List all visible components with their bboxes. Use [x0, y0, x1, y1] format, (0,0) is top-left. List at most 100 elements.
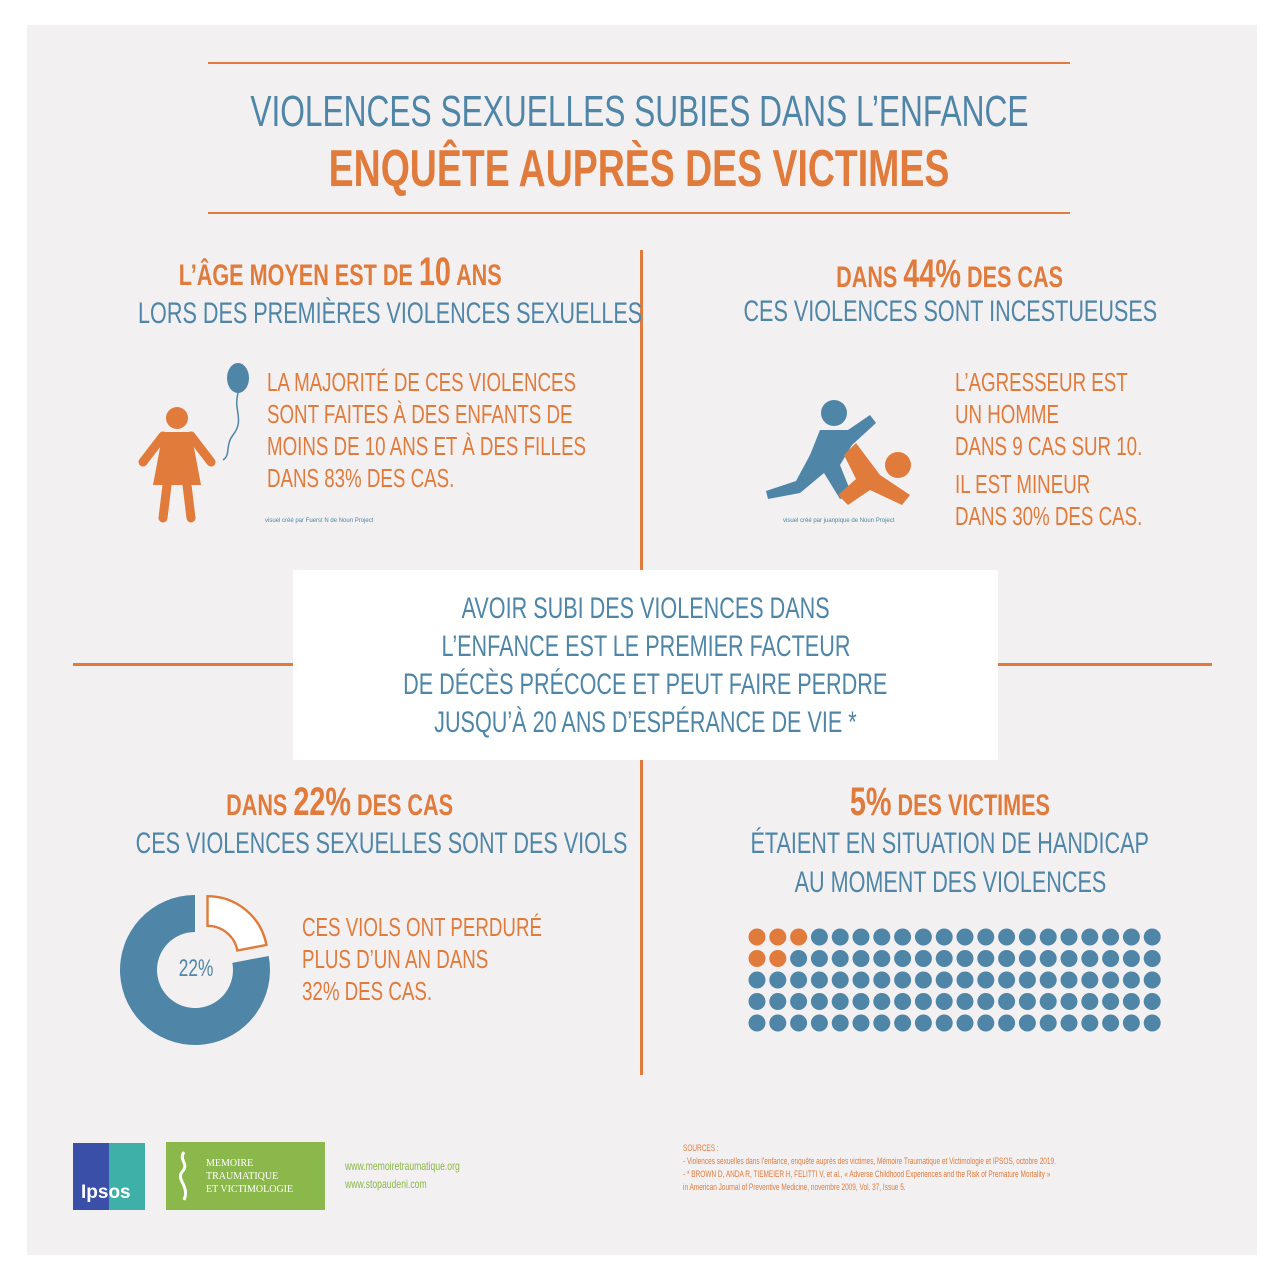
mtv-logo: MEMOIRE TRAUMATIQUE ET VICTIMOLOGIE — [166, 1142, 325, 1210]
dot — [977, 928, 995, 946]
dot — [977, 950, 995, 967]
dot — [914, 928, 932, 946]
dot — [873, 1014, 891, 1032]
dot — [935, 971, 953, 989]
center-callout — [293, 570, 998, 760]
dot — [894, 950, 912, 967]
dot — [894, 928, 912, 946]
q3-body: CES VIOLS ONT PERDURÉ PLUS D’UN AN DANS … — [302, 912, 542, 1006]
dot — [852, 928, 870, 946]
dot — [1122, 928, 1140, 946]
link-stopaudeni[interactable]: www.stopaudeni.com — [345, 1177, 427, 1191]
q1-body: LA MAJORITÉ DE CES VIOLENCES SONT FAITES… — [267, 367, 587, 493]
q2-subheading: CES VIOLENCES SONT INCESTUEUSES — [743, 295, 1157, 328]
dot — [894, 971, 912, 989]
dot — [1081, 928, 1099, 946]
q1-heading: L’ÂGE MOYEN EST DE 10 ANS — [178, 250, 502, 294]
dot — [1122, 950, 1140, 967]
divider — [640, 250, 643, 570]
dot — [1081, 1014, 1099, 1032]
dot — [790, 971, 808, 989]
dot-highlighted — [769, 950, 787, 967]
dot — [998, 950, 1016, 967]
sources: SOURCES : - Violences sexuelles dans l’e… — [683, 1143, 1056, 1192]
dot — [852, 971, 870, 989]
dot — [790, 993, 808, 1010]
q4-subheading: ÉTAIENT EN SITUATION DE HANDICAP — [750, 827, 1150, 860]
dot — [998, 993, 1016, 1010]
dot — [894, 1014, 912, 1032]
divider — [208, 62, 1070, 64]
dot-highlighted — [748, 928, 766, 946]
dot — [1143, 950, 1161, 967]
dot — [1143, 993, 1161, 1010]
dot — [1060, 1014, 1078, 1032]
q4-heading: 5% DES VICTIMES — [849, 780, 1051, 824]
dot — [1039, 950, 1057, 967]
dot — [769, 1014, 787, 1032]
dot — [1143, 1014, 1161, 1032]
dot — [810, 928, 828, 946]
dot — [914, 993, 932, 1010]
divider — [73, 663, 293, 666]
dot — [1102, 928, 1120, 946]
dot — [1039, 928, 1057, 946]
dot — [831, 971, 849, 989]
dot — [831, 993, 849, 1010]
dot — [852, 993, 870, 1010]
q3-heading: DANS 22% DES CAS — [226, 780, 454, 824]
dot — [956, 928, 974, 946]
icon-credit: visuel créé par Fuerst N de Noun Project — [265, 518, 374, 524]
donut-slice-rest — [120, 895, 270, 1045]
dot — [1081, 971, 1099, 989]
dot — [1018, 928, 1036, 946]
dot — [977, 971, 995, 989]
dot — [956, 1014, 974, 1032]
dot — [1039, 993, 1057, 1010]
dot — [1060, 928, 1078, 946]
dot — [769, 971, 787, 989]
dot — [1060, 950, 1078, 967]
link-memoiretraumatique[interactable]: www.memoiretraumatique.org — [345, 1159, 460, 1173]
dot — [852, 950, 870, 967]
dot — [998, 928, 1016, 946]
dot — [790, 950, 808, 967]
donut-chart — [120, 895, 270, 1045]
title-line1: VIOLENCES SEXUELLES SUBIES DANS L’ENFANC… — [249, 87, 1029, 136]
dot — [914, 950, 932, 967]
dot — [956, 971, 974, 989]
dot — [977, 993, 995, 1010]
dot — [873, 950, 891, 967]
figure-logo-icon — [179, 1151, 187, 1201]
dot — [1143, 928, 1161, 946]
dot — [873, 993, 891, 1010]
dot — [748, 971, 766, 989]
donut-slice-highlight — [206, 895, 268, 952]
dot — [1039, 971, 1057, 989]
dot — [998, 1014, 1016, 1032]
dot — [748, 1014, 766, 1032]
donut-label: 22% — [178, 955, 214, 982]
dot — [914, 971, 932, 989]
dot — [748, 993, 766, 1010]
dot — [935, 950, 953, 967]
center-callout-text: AVOIR SUBI DES VIOLENCES DANS L’ENFANCE … — [403, 592, 888, 739]
dot — [998, 971, 1016, 989]
dot — [914, 1014, 932, 1032]
dot-highlighted — [769, 928, 787, 946]
dot — [810, 971, 828, 989]
dot — [769, 993, 787, 1010]
dot — [873, 928, 891, 946]
dot — [1060, 993, 1078, 1010]
child-with-balloon-icon — [138, 363, 249, 523]
dot — [810, 950, 828, 967]
dot — [1122, 971, 1140, 989]
divider — [208, 212, 1070, 214]
dot — [956, 993, 974, 1010]
dot — [810, 1014, 828, 1032]
q1-subheading: LORS DES PREMIÈRES VIOLENCES SEXUELLES — [138, 297, 643, 330]
dot — [1039, 1014, 1057, 1032]
dot — [810, 993, 828, 1010]
q3-subheading: CES VIOLENCES SEXUELLES SONT DES VIOLS — [135, 827, 628, 860]
dot — [1122, 993, 1140, 1010]
